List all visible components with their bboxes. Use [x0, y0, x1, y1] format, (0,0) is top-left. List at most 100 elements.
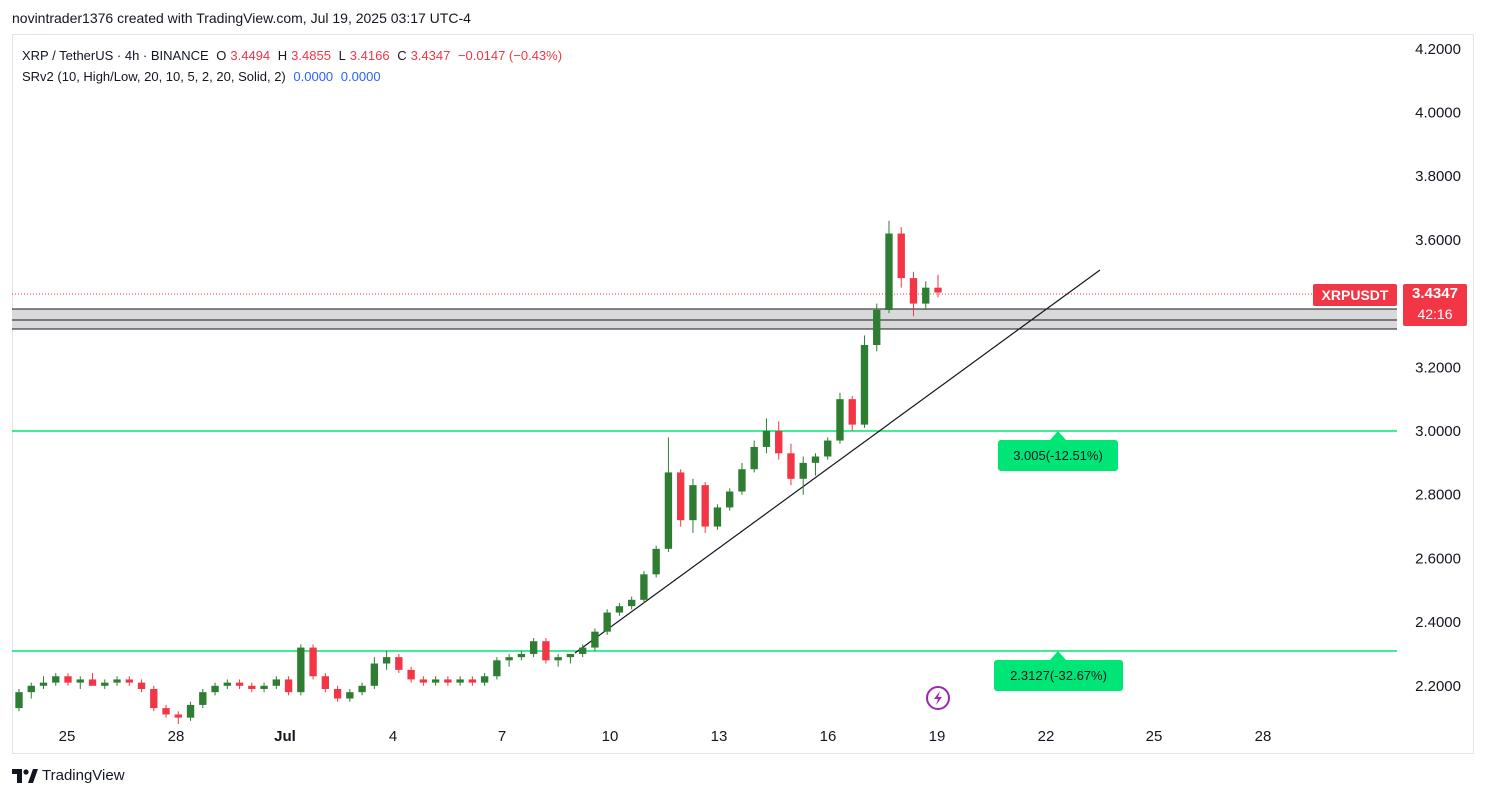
low-label: L [338, 48, 346, 63]
x-tick-label: 13 [711, 728, 728, 745]
candle-up [186, 704, 195, 718]
y-tick-label: 2.2000 [1415, 678, 1461, 695]
close-label: C [397, 48, 407, 63]
y-tick-label: 2.8000 [1415, 487, 1461, 504]
candle-up [456, 679, 464, 683]
open-value: 3.4494 [230, 48, 271, 63]
indicator-name[interactable]: SRv2 (10, High/Low, 20, 10, 5, 2, 20, So… [22, 69, 286, 84]
open-label: O [216, 48, 227, 63]
candle-up [554, 657, 562, 661]
candle-down [419, 679, 428, 683]
candle-down [934, 287, 942, 293]
footer-brand[interactable]: TradingView [12, 767, 125, 784]
candle-down [395, 657, 403, 670]
candle-up [603, 612, 611, 632]
candle-up [885, 233, 893, 310]
legend-close: C 3.4347 [397, 48, 450, 63]
attribution: novintrader1376 created with TradingView… [12, 10, 471, 26]
candle-up [260, 685, 268, 689]
x-tick-label: 4 [389, 728, 397, 745]
y-tick-label: 2.6000 [1415, 550, 1461, 567]
y-tick-label: 4.2000 [1415, 41, 1461, 58]
candle-up [922, 287, 930, 304]
candle-up [689, 485, 697, 521]
candle-up [799, 462, 807, 479]
candle-up [346, 692, 354, 699]
chart-frame [12, 34, 1474, 754]
candle-down [407, 669, 415, 680]
candle-down [248, 685, 256, 689]
target-label-2: 2.3127(-32.67%) [994, 660, 1123, 691]
candle-up [370, 663, 379, 686]
candle-down [775, 431, 783, 454]
candle-up [652, 548, 660, 575]
candle-up [382, 657, 391, 664]
candle-up [199, 692, 207, 705]
indicator-value-1: 0.0000 [293, 69, 334, 84]
candle-down [88, 679, 97, 686]
high-label: H [277, 48, 288, 63]
y-tick-label: 3.8000 [1415, 168, 1461, 185]
candle-down [897, 233, 905, 279]
tradingview-logo-icon [12, 768, 38, 783]
symbol-badge: XRPUSDT [1313, 284, 1397, 306]
x-tick-label: Jul [274, 728, 296, 745]
close-value: 3.4347 [410, 48, 451, 63]
x-axis: 25 28 Jul 4 7 10 13 16 19 22 25 28 [59, 728, 1272, 745]
candle-up [726, 491, 734, 508]
legend-low: L 3.4166 [339, 48, 390, 63]
y-axis: 4.2000 4.0000 3.8000 3.6000 3.2000 3.0000 2.80… [1415, 41, 1461, 695]
x-tick-label: 19 [929, 728, 946, 745]
candle-down [150, 688, 158, 709]
candle-down [333, 688, 342, 699]
candle-down [787, 453, 795, 479]
candles-group [15, 220, 942, 725]
candle-up [860, 345, 869, 425]
candle-up [517, 653, 526, 658]
target-pointer-1 [1050, 431, 1066, 440]
price-badge-price: 3.4347 [1412, 285, 1458, 302]
candle-down [701, 485, 709, 527]
legend-symbol[interactable]: XRP / TetherUS · 4h · BINANCE [22, 48, 209, 63]
candle-down [321, 676, 330, 689]
candle-down [284, 679, 293, 693]
target-pointer-2 [1050, 651, 1066, 660]
candle-up [76, 679, 84, 683]
candle-down [848, 399, 856, 425]
candle-up [358, 685, 366, 693]
indicator-value-2: 0.0000 [340, 69, 381, 84]
candle-up [738, 469, 746, 492]
candle-up [39, 682, 48, 686]
candle-up [811, 456, 820, 463]
y-tick-label: 3.2000 [1415, 359, 1461, 376]
candle-down [468, 679, 477, 683]
candle-up [591, 631, 599, 648]
candle-up [493, 660, 501, 677]
candle-up [640, 574, 648, 600]
support-resistance-zone [12, 309, 1397, 329]
candle-up [578, 647, 587, 654]
high-value: 3.4855 [291, 48, 331, 63]
candle-up [52, 676, 60, 683]
candle-up [627, 599, 636, 607]
price-badge: 3.4347 42:16 [1403, 284, 1467, 326]
legend-high: H 3.4855 [278, 48, 331, 63]
x-tick-label: 16 [820, 728, 837, 745]
candle-up [113, 679, 121, 683]
x-tick-label: 10 [602, 728, 619, 745]
y-tick-label: 3.6000 [1415, 232, 1461, 249]
candle-down [235, 682, 244, 686]
candle-down [162, 708, 170, 715]
x-tick-label: 28 [1255, 728, 1272, 745]
candle-up [27, 685, 35, 693]
x-tick-label: 22 [1038, 728, 1055, 745]
lightning-icon[interactable] [926, 686, 950, 710]
trendline[interactable] [574, 269, 1101, 654]
y-tick-label: 3.0000 [1415, 423, 1461, 440]
target-label-1: 3.005(-12.51%) [998, 440, 1118, 471]
candle-down [137, 682, 146, 689]
candle-up [15, 692, 23, 709]
